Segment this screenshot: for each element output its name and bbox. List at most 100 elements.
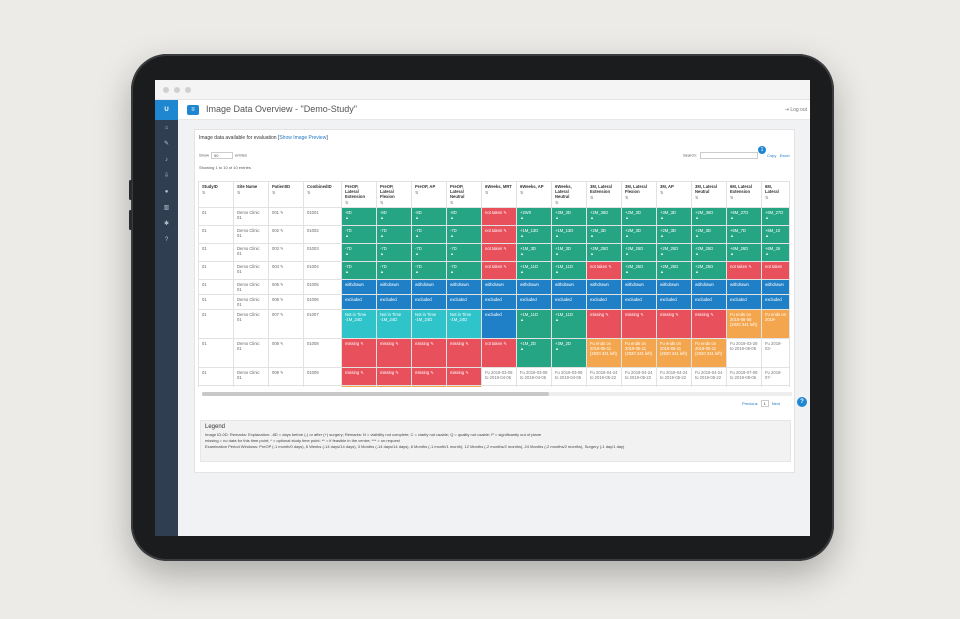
cell-patient[interactable]: 003 ✎ (268, 243, 304, 262)
image-status-cell[interactable]: +2M_25D ▲ (656, 261, 692, 280)
download-icon[interactable]: ⇩ (163, 173, 170, 179)
image-icon[interactable]: ▲ (625, 215, 629, 220)
image-icon[interactable]: ▲ (730, 215, 734, 220)
help-button[interactable]: ? (797, 397, 807, 407)
image-icon[interactable]: ▲ (415, 215, 419, 220)
image-status-cell[interactable]: +1M_11D ▲ (551, 261, 587, 280)
image-status-cell[interactable]: not taken ✎ (586, 261, 622, 280)
column-header[interactable]: PreOP, AP ⇅ (411, 181, 447, 208)
sort-icon[interactable]: ⇅ (555, 200, 559, 205)
sort-icon[interactable]: ⇅ (380, 200, 384, 205)
image-status-cell[interactable]: excluded (481, 294, 517, 310)
image-status-cell[interactable]: excluded (551, 294, 587, 310)
image-status-cell[interactable]: missing ✎ (376, 338, 412, 368)
bell-icon[interactable]: ♪ (165, 157, 168, 163)
image-status-cell[interactable]: excluded (691, 294, 727, 310)
image-status-cell[interactable]: +1M_3D ▲ (516, 243, 552, 262)
image-status-cell[interactable]: -7D ▲ (341, 225, 377, 244)
image-icon[interactable]: ▲ (345, 251, 349, 256)
image-icon[interactable]: ▲ (590, 215, 594, 220)
image-status-cell[interactable]: withdrawn (481, 279, 517, 295)
image-status-cell[interactable]: Fu 2019-04-24 to 2019-05-22 (656, 367, 692, 386)
sort-icon[interactable]: ⇅ (450, 200, 454, 205)
image-status-cell[interactable]: +3M_3D ▲ (551, 207, 587, 226)
image-status-cell[interactable]: Fu 2019-05-14 to 2019-06-11 (586, 385, 622, 387)
cell-patient[interactable]: 009 ✎ (268, 367, 304, 386)
image-icon[interactable]: ▲ (380, 233, 384, 238)
image-status-cell[interactable]: excluded (656, 294, 692, 310)
image-status-cell[interactable]: Fu 2019-03-08 to 2019-04-05 (551, 367, 587, 386)
sort-icon[interactable]: ⇅ (730, 195, 734, 200)
image-status-cell[interactable]: Fu 2019-05-14 to 2019-06-11 (656, 385, 692, 387)
image-status-cell[interactable]: +6M_10 ▲ (761, 225, 790, 244)
image-status-cell[interactable]: +1M_2D ▲ (516, 338, 552, 368)
image-icon[interactable]: ▲ (660, 251, 664, 256)
sort-icon[interactable]: ⇅ (765, 195, 769, 200)
cell-patient[interactable]: 008 ✎ (268, 338, 304, 368)
image-status-cell[interactable]: -7D ▲ (376, 243, 412, 262)
image-status-cell[interactable]: not taken ✎ (481, 243, 517, 262)
image-icon[interactable]: ▲ (555, 317, 559, 322)
image-status-cell[interactable]: +1M_13D ▲ (551, 225, 587, 244)
image-status-cell[interactable]: +2M_3D ▲ (656, 225, 692, 244)
settings-icon[interactable]: ✱ (163, 221, 170, 227)
sort-icon[interactable]: ⇅ (695, 195, 699, 200)
image-status-cell[interactable]: +2M_3D ▲ (691, 225, 727, 244)
cell-patient[interactable]: 006 ✎ (268, 294, 304, 310)
image-status-cell[interactable]: +2M_36D ▲ (691, 207, 727, 226)
sort-icon[interactable]: ⇅ (307, 190, 311, 195)
column-header[interactable]: 6Weeks, Lateral Neutral ⇅ (551, 181, 587, 208)
image-status-cell[interactable]: Fu 2019-07- (761, 385, 790, 387)
image-status-cell[interactable]: Fu ends on 2019-01-31 (2020 341 left) (446, 385, 482, 387)
image-status-cell[interactable]: excluded (411, 294, 447, 310)
image-status-cell[interactable]: Fu ends on 2019-05-11 (2020 341 left) (621, 338, 657, 368)
column-header[interactable]: 3M, Lateral Flexion ⇅ (621, 181, 657, 208)
image-status-cell[interactable]: withdrawn (446, 279, 482, 295)
image-icon[interactable]: ▲ (520, 269, 524, 274)
image-icon[interactable]: ▲ (730, 233, 734, 238)
image-icon[interactable]: ▲ (345, 215, 349, 220)
image-status-cell[interactable]: withdrawn (411, 279, 447, 295)
image-status-cell[interactable]: +2M_36D ▲ (586, 207, 622, 226)
image-status-cell[interactable]: missing ✎ (411, 338, 447, 368)
image-status-cell[interactable]: missing ✎ (341, 367, 377, 386)
image-status-cell[interactable]: not taken ✎ (726, 261, 762, 280)
image-status-cell[interactable]: +1M_11D ▲ (551, 309, 587, 339)
image-status-cell[interactable]: not taken ✎ (481, 261, 517, 280)
image-status-cell[interactable]: +6M_7D ▲ (726, 225, 762, 244)
image-status-cell[interactable]: +6M_27D ▲ (726, 207, 762, 226)
image-status-cell[interactable]: +2M_3D ▲ (586, 225, 622, 244)
image-status-cell[interactable]: +2M_25D ▲ (621, 261, 657, 280)
image-status-cell[interactable]: Not in Time -1M_24D (411, 309, 447, 339)
image-status-cell[interactable]: Fu ends on 2019-01-31 (2020 341 left) (411, 385, 447, 387)
image-status-cell[interactable]: -7D ▲ (341, 243, 377, 262)
image-status-cell[interactable]: -8D ▲ (341, 207, 377, 226)
image-status-cell[interactable]: excluded (621, 294, 657, 310)
image-icon[interactable]: ▲ (380, 251, 384, 256)
search-input[interactable] (699, 152, 758, 159)
image-status-cell[interactable]: missing ✎ (656, 309, 692, 339)
image-icon[interactable]: ▲ (380, 215, 384, 220)
image-icon[interactable]: ▲ (520, 251, 524, 256)
image-status-cell[interactable]: missing ✎ (446, 338, 482, 368)
image-status-cell[interactable]: not taken ✎ (481, 207, 517, 226)
image-status-cell[interactable]: missing ✎ (691, 309, 727, 339)
image-icon[interactable]: ▲ (555, 269, 559, 274)
image-status-cell[interactable]: missing ✎ (586, 309, 622, 339)
image-icon[interactable]: ▲ (415, 269, 419, 274)
scrollbar-thumb[interactable] (202, 392, 549, 396)
image-icon[interactable]: ▲ (555, 346, 559, 351)
column-header[interactable]: StudyID ⇅ (198, 181, 234, 208)
sort-icon[interactable]: ⇅ (660, 190, 664, 195)
next-page-link[interactable]: Next (771, 401, 781, 406)
image-status-cell[interactable]: Not in Time -1M_24D (376, 309, 412, 339)
image-status-cell[interactable]: not taken ✎ (481, 338, 517, 368)
home-icon[interactable]: ⌂ (164, 125, 169, 131)
image-status-cell[interactable]: +3M_3D ▲ (656, 207, 692, 226)
image-status-cell[interactable]: Fu 2019-04-24 to 2019-05-22 (586, 367, 622, 386)
image-status-cell[interactable]: withdrawn (656, 279, 692, 295)
column-header[interactable]: PreOP, Lateral Extension ⇅ (341, 181, 377, 208)
image-icon[interactable]: ▲ (520, 233, 524, 238)
image-icon[interactable]: ▲ (765, 233, 769, 238)
excel-button[interactable]: Excel (779, 153, 790, 158)
